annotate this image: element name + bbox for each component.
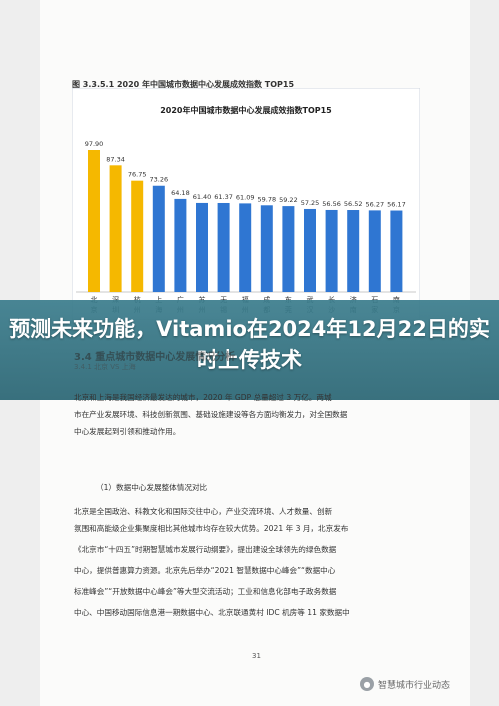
category-tick-label: 广	[177, 295, 184, 304]
bar-11	[304, 208, 316, 292]
category-tick-label: 上	[155, 295, 162, 304]
category-tick-label: 东	[285, 295, 292, 304]
bar-3	[131, 180, 144, 292]
paragraph-line: 标准峰会”“开放数据中心峰会”等大型交流活动；工业和信息化部电子政务数据	[74, 587, 337, 596]
chart-title: 2020年中国城市数据中心发展成效指数TOP15	[160, 105, 332, 115]
bar-value-label: 57.25	[301, 199, 320, 207]
section-heading: 3.4 重点城市数据中心发展情况分析	[74, 352, 236, 363]
bar-value-label: 56.52	[344, 200, 363, 208]
category-tick-label: 南	[393, 295, 400, 304]
category-tick-label: 成	[263, 295, 270, 304]
bar-14	[368, 210, 381, 292]
bar-value-label: 97.90	[85, 140, 104, 148]
bar-15	[390, 210, 403, 292]
bar-value-label: 76.75	[128, 171, 147, 179]
paragraph-heading: （1）数据中心发展整体情况对比	[96, 483, 208, 492]
paragraph-line: 中心、中国移动国际信息港一期数据中心、北京联通黄村 IDC 机房等 11 家数据…	[74, 608, 350, 617]
bar-value-label: 59.22	[279, 196, 298, 204]
bar-value-label: 64.18	[171, 189, 190, 197]
bar-9	[260, 205, 273, 292]
page-number: 31	[252, 652, 261, 660]
figure-caption: 图 3.3.5.1 2020 年中国城市数据中心发展成效指数 TOP15	[72, 80, 295, 89]
wechat-logo-icon: ●	[360, 677, 374, 691]
bar-value-label: 87.34	[106, 155, 125, 163]
paragraph-line: 北京和上海是我国经济最发达的城市，2020 年 GDP 总量超过 3 万亿。两城	[74, 393, 332, 402]
paragraph-line: 氛围和高能级企业集聚度相比其他城市均存在较大优势。2021 年 3 月，北京发布	[74, 524, 349, 533]
bar-7	[217, 202, 230, 292]
category-tick-label: 杭	[134, 295, 141, 304]
category-tick-label: 福	[242, 295, 249, 304]
bar-4	[152, 185, 165, 292]
bar-value-label: 61.40	[193, 193, 212, 201]
category-tick-label: 武	[307, 295, 314, 304]
bar-value-label: 61.09	[236, 193, 255, 201]
bar-value-label: 56.17	[387, 201, 406, 209]
bar-6	[196, 202, 208, 292]
bar-10	[282, 206, 295, 292]
bar-value-label: 73.26	[149, 176, 168, 184]
bar-value-label: 59.78	[257, 195, 276, 203]
bar-5	[174, 198, 187, 292]
bar-chart: 2020年中国城市数据中心发展成效指数TOP15 97.90北京87.34深圳7…	[72, 88, 420, 320]
category-tick-label: 长	[328, 295, 335, 304]
bar-1	[88, 150, 100, 292]
paragraph-line: 中心，提供普惠算力资源。北京先后举办“2021 智慧数据中心峰会”“数据中心	[74, 566, 336, 575]
bar-8	[239, 203, 252, 292]
bar-value-label: 61.37	[214, 193, 233, 201]
paragraph-line: 北京是全国政治、科教文化和国际交往中心，产业交流环境、人才数量、创新	[74, 507, 333, 516]
category-tick-label: 苏	[199, 295, 206, 304]
banner-title: 预测未来功能，Vitamio在2024年12月22日的实时上传技术	[9, 317, 490, 372]
paragraph-line: 市在产业发展环境、科技创新氛围、基础设施建设等各方面均衡发力，对全国数据	[74, 410, 348, 419]
watermark-text: 智慧城市行业动态	[378, 680, 451, 691]
category-tick-label: 深	[112, 295, 119, 304]
category-tick-label: 济	[350, 295, 357, 304]
bar-12	[325, 209, 338, 292]
bar-value-label: 56.27	[365, 200, 384, 208]
paragraph-line: 中心发展起到引领和推动作用。	[74, 427, 181, 436]
bar-value-label: 56.56	[322, 200, 341, 208]
paragraph-line: 《北京市“十四五”时期智慧城市发展行动纲要》，提出建设全球领先的绿色数据	[74, 545, 337, 554]
title-banner	[0, 300, 499, 400]
watermark: ● 智慧城市行业动态	[360, 676, 450, 692]
bar-2	[109, 165, 122, 292]
bar-13	[347, 210, 360, 292]
section-subheading: 3.4.1 北京 VS 上海	[74, 363, 136, 371]
